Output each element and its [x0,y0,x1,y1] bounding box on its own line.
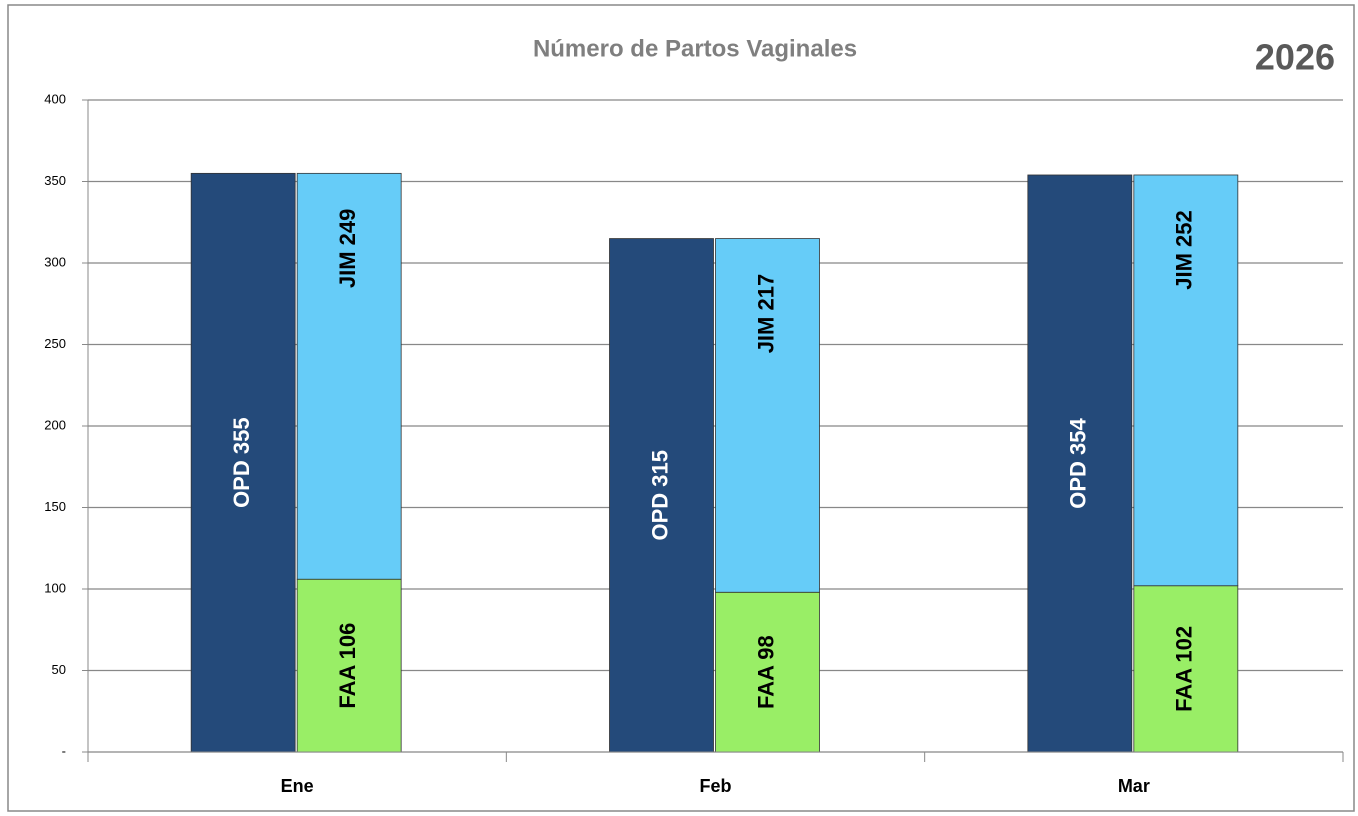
chart-title: Número de Partos Vaginales [533,35,857,62]
bar [296,172,402,580]
data-label: OPD 354 [1066,417,1091,508]
bar [1133,585,1239,753]
data-label: JIM 252 [1172,210,1197,289]
bar [609,238,714,753]
y-tick-label: 300 [44,254,66,269]
bar [715,238,820,593]
data-label: FAA 106 [335,623,360,709]
x-tick-label: Feb [699,776,731,796]
data-label: JIM 217 [753,274,778,354]
data-label: JIM 249 [335,209,360,289]
y-tick-label: 50 [52,662,66,677]
x-tick-label: Ene [281,776,314,796]
y-tick-label: - [62,743,66,758]
bar [190,172,296,753]
bar [1133,174,1239,587]
y-tick-label: 350 [44,173,66,188]
x-tick-label: Mar [1118,776,1150,796]
y-tick-label: 400 [44,91,66,106]
y-tick-label: 150 [44,499,66,514]
y-tick-label: 200 [44,417,66,432]
data-label: FAA 102 [1172,626,1197,712]
bar [296,578,402,753]
y-tick-label: 250 [44,336,66,351]
y-tick-label: 100 [44,580,66,595]
data-label: OPD 315 [647,450,672,541]
data-label: FAA 98 [753,635,778,709]
data-label: OPD 355 [229,417,254,508]
bar [715,591,820,753]
year-annotation: 2026 [1255,37,1335,78]
bar [1027,174,1133,753]
